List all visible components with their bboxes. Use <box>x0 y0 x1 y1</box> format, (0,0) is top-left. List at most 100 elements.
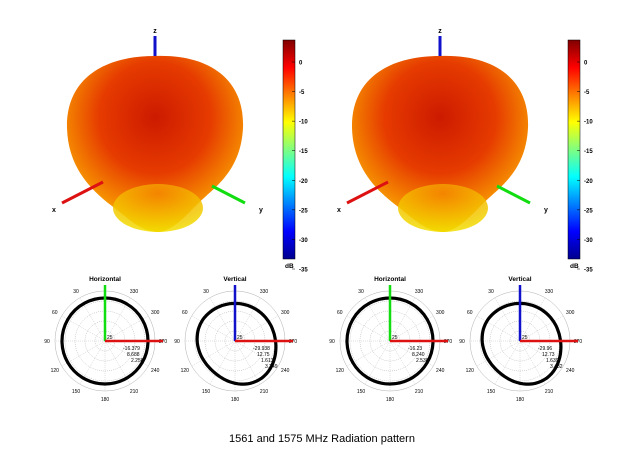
polar-spoke <box>234 297 261 342</box>
polar-angle-label: 270 <box>444 339 453 345</box>
polar-angle-label: 330 <box>415 289 424 295</box>
polar-spoke <box>104 340 131 385</box>
polar-angle-label: 180 <box>516 397 525 403</box>
polar-angle-label: 60 <box>337 310 343 316</box>
polar-angle-label: 60 <box>467 310 473 316</box>
polar-spoke <box>346 315 391 342</box>
polar-angle-label: 30 <box>203 289 209 295</box>
polar-angle-label: 60 <box>52 310 58 316</box>
polar-spoke <box>389 340 434 367</box>
polar-horizontal-1: Horizontal 30 330 60 300 90 270 120 240 150 210 180… <box>44 276 167 403</box>
polar-radial-label: 8.688 <box>127 352 140 358</box>
polar-angle-label: 120 <box>51 368 60 374</box>
polar-radial-label: -16.379 <box>123 346 140 352</box>
polar-angle-label: 150 <box>202 389 211 395</box>
x-axis-line <box>346 180 389 205</box>
polar-angle-label: 150 <box>72 389 81 395</box>
polar-angle-label: 300 <box>151 310 160 316</box>
polar-angle-label: 30 <box>358 289 364 295</box>
polar-radial-label: 2.538 <box>416 358 429 364</box>
polar-angle-label: 240 <box>566 368 575 374</box>
colorbar-unit-label: dB <box>570 263 579 270</box>
polar-spoke <box>79 340 106 385</box>
polar-spoke <box>209 340 236 385</box>
y-axis-label: y <box>259 207 263 214</box>
polar-spoke <box>191 315 236 342</box>
polar-angle-label: 330 <box>130 289 139 295</box>
polar-spoke <box>104 315 149 342</box>
colorbar-tick-label: -5 <box>299 90 305 96</box>
polar-angle-label: 60 <box>182 310 188 316</box>
pattern-body <box>351 55 529 233</box>
pattern-3d-2: z x y 0 -5 -10 -15 -20 -25 -30 -35 dB <box>337 28 593 274</box>
polar-vertical-2: Vertical 30 330 60 300 90 270 120 240 150 210 180 25… <box>459 276 582 403</box>
polar-angle-label: 330 <box>260 289 269 295</box>
polar-angle-label: 240 <box>151 368 160 374</box>
pattern-3d-1: z x y 0 -5 -10 -15 -20 -25 -30 -35 dB <box>52 28 308 274</box>
colorbar-tick-label: -35 <box>584 268 593 274</box>
polar-angle-label: 30 <box>488 289 494 295</box>
polar-spoke <box>389 297 416 342</box>
polar-spoke <box>346 340 391 367</box>
polar-angle-label: 210 <box>260 389 269 395</box>
polar-angle-label: 330 <box>545 289 554 295</box>
polar-spoke <box>476 315 521 342</box>
polar-spoke <box>191 340 236 367</box>
polar-radial-label: 25 <box>107 335 113 341</box>
colorbar-tick-label: -15 <box>299 149 308 155</box>
polar-spoke <box>61 340 106 367</box>
polar-radial-label: 12.75 <box>257 352 270 358</box>
polar-angle-label: 210 <box>130 389 139 395</box>
colorbar-tick-label: -10 <box>584 120 593 126</box>
polar-radial-label: 1.613 <box>261 358 274 364</box>
polar-spoke <box>234 340 279 367</box>
polar-vertical-1: Vertical 30 330 60 300 90 270 120 240 150 210 180 25… <box>174 276 297 403</box>
polar-radial-label: 25 <box>392 335 398 341</box>
polar-spoke <box>364 340 391 385</box>
polar-spoke <box>364 297 391 342</box>
colorbar-tick-label: 0 <box>299 61 303 67</box>
colorbar-tick-label: -10 <box>299 120 308 126</box>
polar-spoke <box>389 340 416 385</box>
colorbar <box>282 39 296 260</box>
polar-angle-label: 270 <box>289 339 298 345</box>
polar-angle-label: 210 <box>545 389 554 395</box>
colorbar-tick-label: -20 <box>584 179 593 185</box>
polar-radial-label: 3.249 <box>265 364 278 370</box>
colorbar-tick-label: -15 <box>584 149 593 155</box>
polar-angle-label: 90 <box>329 339 335 345</box>
y-axis-line <box>496 184 531 205</box>
polar-angle-label: 270 <box>574 339 583 345</box>
polar-spoke <box>494 297 521 342</box>
pattern-body <box>66 55 244 233</box>
polar-spoke <box>494 340 521 385</box>
polar-angle-label: 150 <box>487 389 496 395</box>
polar-radial-label: -29.938 <box>253 346 270 352</box>
polar-radial-label: 12.73 <box>542 352 555 358</box>
colorbar-tick-label: -35 <box>299 268 308 274</box>
polar-angle-label: 240 <box>281 368 290 374</box>
polar-angle-label: 90 <box>44 339 50 345</box>
polar-pattern-curve <box>60 296 150 386</box>
polar-spoke <box>519 340 546 385</box>
polar-title: Vertical <box>223 276 246 283</box>
polar-angle-label: 270 <box>159 339 168 345</box>
pattern-lower-lobe <box>113 184 203 232</box>
polar-angle-label: 150 <box>357 389 366 395</box>
colorbar <box>567 39 581 260</box>
polar-spoke <box>389 315 434 342</box>
polar-spoke <box>519 297 546 342</box>
polar-spoke <box>61 315 106 342</box>
polar-angle-label: 90 <box>174 339 180 345</box>
y-axis-label: y <box>544 207 548 214</box>
colorbar-tick-label: -30 <box>584 238 593 244</box>
polar-angle-label: 120 <box>181 368 190 374</box>
polar-spoke <box>209 297 236 342</box>
polar-pattern-curve <box>480 301 563 386</box>
y-axis-line <box>211 184 246 205</box>
polar-radial-label: -29.96 <box>538 346 552 352</box>
polar-angle-label: 180 <box>386 397 395 403</box>
colorbar-tick-label: -25 <box>584 208 593 214</box>
z-axis-label: z <box>438 28 442 35</box>
polar-spoke <box>104 297 131 342</box>
